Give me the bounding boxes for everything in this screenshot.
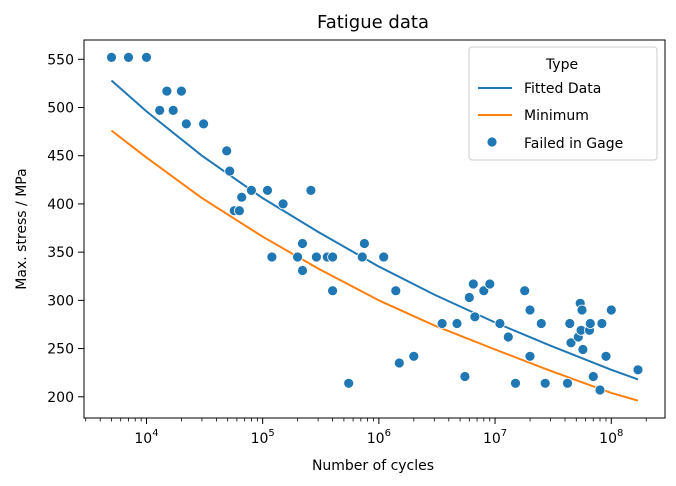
y-tick-label: 350 xyxy=(47,245,74,261)
data-point xyxy=(565,337,577,349)
data-point xyxy=(378,251,390,263)
x-axis-label: Number of cycles xyxy=(312,458,434,474)
y-axis-label: Max. stress / MPa xyxy=(14,168,30,289)
data-point xyxy=(587,371,599,382)
y-tick-label: 450 xyxy=(47,149,74,165)
data-point xyxy=(161,85,173,97)
x-tick-label: 107 xyxy=(483,428,507,447)
plot-frame xyxy=(83,39,666,419)
data-point xyxy=(343,377,355,389)
data-point xyxy=(524,304,536,316)
data-point xyxy=(436,318,448,329)
data-point xyxy=(463,292,475,303)
data-point xyxy=(262,184,273,196)
x-tick-label: 105 xyxy=(251,428,275,447)
data-point xyxy=(539,377,551,389)
data-point xyxy=(224,165,236,177)
data-point xyxy=(596,318,608,329)
data-point xyxy=(584,318,596,329)
x-tick-label: 106 xyxy=(367,428,391,447)
y-tick-label: 550 xyxy=(47,52,74,68)
x-axis-ticks: 104 105 106 107 108 xyxy=(85,418,647,447)
legend-minimum-label: Minimum xyxy=(524,108,589,124)
data-point xyxy=(600,350,612,362)
data-point xyxy=(519,285,531,297)
data-point xyxy=(245,184,257,196)
data-point xyxy=(467,278,479,290)
data-point xyxy=(478,285,490,297)
legend-box xyxy=(468,46,658,161)
data-point xyxy=(358,238,370,249)
data-point xyxy=(408,350,420,362)
data-point xyxy=(236,191,248,203)
data-point xyxy=(305,184,317,196)
data-point xyxy=(154,105,166,116)
data-point xyxy=(292,251,304,263)
data-point xyxy=(577,344,589,355)
y-tick-label: 250 xyxy=(47,342,74,358)
data-point xyxy=(356,251,368,263)
y-tick-label: 200 xyxy=(47,390,74,406)
data-point xyxy=(459,371,471,382)
data-point xyxy=(576,304,588,316)
legend-failed-label: Failed in Gage xyxy=(524,136,623,152)
data-point xyxy=(123,52,134,63)
data-point xyxy=(390,285,402,297)
data-point xyxy=(233,205,245,217)
data-point xyxy=(167,105,179,116)
data-point xyxy=(594,384,606,396)
data-point xyxy=(469,311,481,323)
data-point xyxy=(502,331,514,343)
x-tick-label: 108 xyxy=(599,428,623,447)
legend-title: Type xyxy=(545,57,578,73)
data-point xyxy=(524,350,536,362)
data-point xyxy=(198,118,210,130)
data-point xyxy=(327,285,339,297)
data-point xyxy=(564,318,576,329)
series-line-fitted-data xyxy=(110,79,639,381)
y-tick-label: 400 xyxy=(47,197,74,213)
data-point xyxy=(310,251,322,263)
legend-failed-swatch xyxy=(486,136,498,148)
data-point xyxy=(297,265,308,276)
data-point xyxy=(106,52,117,63)
data-point xyxy=(297,238,308,249)
chart-title: Fatigue data xyxy=(317,12,429,33)
data-point xyxy=(494,318,506,329)
y-axis-ticks: 200 250 300 350 400 450 500 550 xyxy=(47,52,84,406)
data-point xyxy=(562,377,573,389)
legend: Type Fitted Data Minimum Failed in Gage xyxy=(468,46,658,161)
data-point xyxy=(510,377,521,389)
data-point xyxy=(484,278,496,290)
data-point xyxy=(266,251,278,263)
data-point xyxy=(175,85,187,97)
y-tick-label: 500 xyxy=(47,101,74,117)
data-point xyxy=(180,118,192,130)
data-point xyxy=(605,304,617,316)
data-point xyxy=(632,364,644,376)
data-point xyxy=(221,145,233,157)
legend-fitted-label: Fitted Data xyxy=(524,81,601,97)
series-line-minimum xyxy=(110,129,639,402)
plot-area xyxy=(106,52,644,402)
data-point xyxy=(451,318,463,329)
x-tick-label: 104 xyxy=(134,428,158,447)
data-point xyxy=(393,357,405,369)
y-tick-label: 300 xyxy=(47,293,74,309)
data-point xyxy=(277,198,289,210)
data-point xyxy=(141,52,152,63)
data-point xyxy=(327,251,339,263)
data-point xyxy=(535,318,547,329)
